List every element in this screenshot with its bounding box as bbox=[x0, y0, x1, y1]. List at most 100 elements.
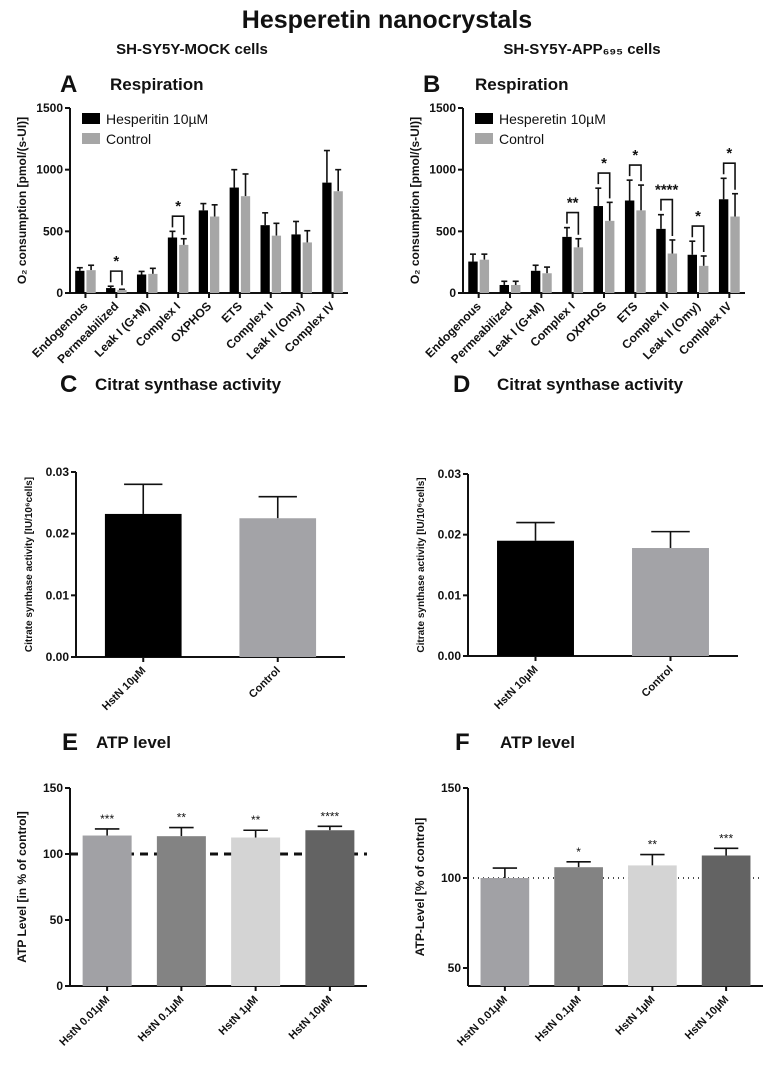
panel-a-ytick-label: 0 bbox=[56, 286, 63, 300]
panel-b-ytick-label: 0 bbox=[449, 286, 456, 300]
panel-a-significance-label: * bbox=[175, 198, 181, 215]
panel-a-ylabel: O₂ consumption [pmol/(s-UI)] bbox=[15, 117, 29, 284]
panel-b-significance-label: * bbox=[601, 155, 607, 172]
panel-b-ytick-label: 500 bbox=[436, 224, 456, 238]
panel-b-significance-bracket bbox=[566, 211, 580, 235]
panel-b-significance-bracket bbox=[597, 172, 611, 199]
panel-a-legend-label: Control bbox=[106, 131, 151, 147]
panel-a-ytick-label: 1500 bbox=[36, 101, 63, 115]
panel-a-ytick-label: 1000 bbox=[36, 163, 63, 177]
panel-a-bar bbox=[302, 242, 312, 293]
panel-e-significance-label: **** bbox=[321, 809, 340, 823]
panel-e-ylabel: ATP Level [in % of control] bbox=[15, 811, 29, 963]
panel-b-bar bbox=[667, 253, 678, 293]
panel-b-bar bbox=[479, 259, 490, 293]
panel-b-significance-bracket bbox=[691, 225, 705, 252]
panel-f-xtick-label: HstN 0.01µM bbox=[455, 994, 510, 1049]
panel-c-bar bbox=[104, 513, 182, 657]
panel-e-letter: E bbox=[62, 729, 78, 756]
panel-e-xtick-label: HstN 10µM bbox=[287, 994, 335, 1042]
panel-f-significance-label: ** bbox=[648, 838, 658, 852]
panel-b-ytick-label: 1500 bbox=[429, 101, 456, 115]
panel-b-bar bbox=[499, 284, 509, 293]
panel-b-bar bbox=[699, 265, 709, 293]
panel-f-xtick-label: HstN 10µM bbox=[683, 994, 731, 1042]
panel-b-significance-label: ** bbox=[567, 195, 579, 212]
panel-a-significance-label: * bbox=[113, 253, 119, 270]
panel-a-letter: A bbox=[60, 71, 77, 98]
panel-b-bar bbox=[656, 228, 666, 293]
panel-a-title: Respiration bbox=[110, 75, 204, 94]
panel-b-ylabel: O₂ consumption [pmol/(s-UI)] bbox=[408, 117, 422, 284]
panel-a-bar bbox=[240, 196, 251, 293]
panel-a-bar bbox=[333, 191, 343, 293]
panel-c-ylabel: Citrate synthase activity [IU/10⁶cells] bbox=[24, 477, 35, 652]
panel-e-xtick-label: HstN 0.1µM bbox=[136, 994, 187, 1045]
panel-a-bar bbox=[179, 244, 189, 293]
panel-a-significance-bracket bbox=[171, 215, 185, 235]
panel-c-ytick-label: 0.00 bbox=[46, 650, 70, 664]
panel-a-bar bbox=[148, 273, 158, 293]
panel-b-significance-label: * bbox=[695, 208, 701, 225]
panel-b-title: Respiration bbox=[475, 75, 569, 94]
panel-e-title: ATP level bbox=[96, 733, 171, 752]
panel-c-letter: C bbox=[60, 371, 77, 398]
left-column-title: SH-SY5Y-MOCK cells bbox=[116, 41, 268, 58]
panel-b-bar bbox=[624, 200, 635, 293]
panel-b-bar bbox=[718, 199, 729, 293]
panel-b-significance-bracket bbox=[628, 164, 642, 182]
panel-e-significance-label: ** bbox=[251, 813, 261, 827]
panel-e-ytick-label: 50 bbox=[50, 913, 64, 927]
panel-a-bar bbox=[136, 274, 147, 293]
panel-c-bar bbox=[239, 518, 317, 657]
panel-a-bar bbox=[167, 237, 178, 293]
panel-b-xtick-label: ETS bbox=[614, 299, 640, 325]
panel-b-significance-label: * bbox=[632, 147, 638, 164]
panel-e-significance-label: ** bbox=[177, 811, 187, 825]
panel-a-significance-bracket bbox=[109, 270, 123, 286]
panel-b-bar bbox=[562, 236, 572, 293]
panel-c-xtick-label: HstN 10µM bbox=[100, 665, 148, 713]
panel-d-title: Citrat synthase activity bbox=[497, 375, 684, 394]
panel-f-bar bbox=[628, 865, 677, 986]
panel-b-bar bbox=[573, 247, 584, 293]
panel-a-xtick-label: ETS bbox=[219, 299, 245, 325]
panel-d-xtick-label: Control bbox=[639, 664, 675, 700]
panel-e-bar bbox=[82, 835, 132, 986]
panel-b-bar bbox=[511, 284, 521, 293]
panel-f-title: ATP level bbox=[500, 733, 575, 752]
right-column-title: SH-SY5Y-APP₆₉₅ cells bbox=[503, 41, 660, 58]
panel-c-title: Citrat synthase activity bbox=[95, 375, 282, 394]
panel-b-significance-bracket bbox=[660, 198, 674, 236]
panel-a-legend-swatch bbox=[82, 133, 100, 144]
panel-c-xtick-label: Control bbox=[247, 665, 283, 701]
panel-a-ytick-label: 500 bbox=[43, 224, 63, 238]
panel-d-bar bbox=[497, 540, 574, 656]
panel-b-bar bbox=[687, 254, 697, 293]
panel-f-ylabel: ATP-Level [% of control] bbox=[413, 818, 427, 956]
panel-e-ytick-label: 100 bbox=[43, 847, 63, 861]
panel-e-ytick-label: 150 bbox=[43, 781, 63, 795]
panel-d-ytick-label: 0.03 bbox=[438, 467, 462, 481]
panel-d-ytick-label: 0.02 bbox=[438, 528, 462, 542]
panel-b-bar bbox=[730, 216, 740, 293]
panel-b-bar bbox=[605, 220, 615, 293]
panel-e-ytick-label: 0 bbox=[56, 979, 63, 993]
panel-d-xtick-label: HstN 10µM bbox=[492, 664, 540, 712]
panel-f-letter: F bbox=[455, 729, 470, 756]
panel-b-bar bbox=[636, 210, 646, 293]
panel-f-ytick-label: 150 bbox=[441, 781, 461, 795]
panel-b-ytick-label: 1000 bbox=[429, 163, 456, 177]
panel-c-ytick-label: 0.03 bbox=[46, 465, 70, 479]
panel-f-significance-label: *** bbox=[719, 831, 733, 845]
panel-e-xtick-label: HstN 1µM bbox=[217, 994, 261, 1038]
panel-b-significance-bracket bbox=[722, 162, 736, 190]
panel-d-ytick-label: 0.01 bbox=[438, 588, 462, 602]
panel-a-bar bbox=[117, 289, 127, 293]
panel-b-legend-swatch bbox=[475, 133, 493, 144]
panel-b-letter: B bbox=[423, 71, 440, 98]
panel-e-significance-label: *** bbox=[100, 812, 114, 826]
panel-f-bar bbox=[554, 867, 603, 986]
panel-f-bar bbox=[480, 878, 530, 986]
